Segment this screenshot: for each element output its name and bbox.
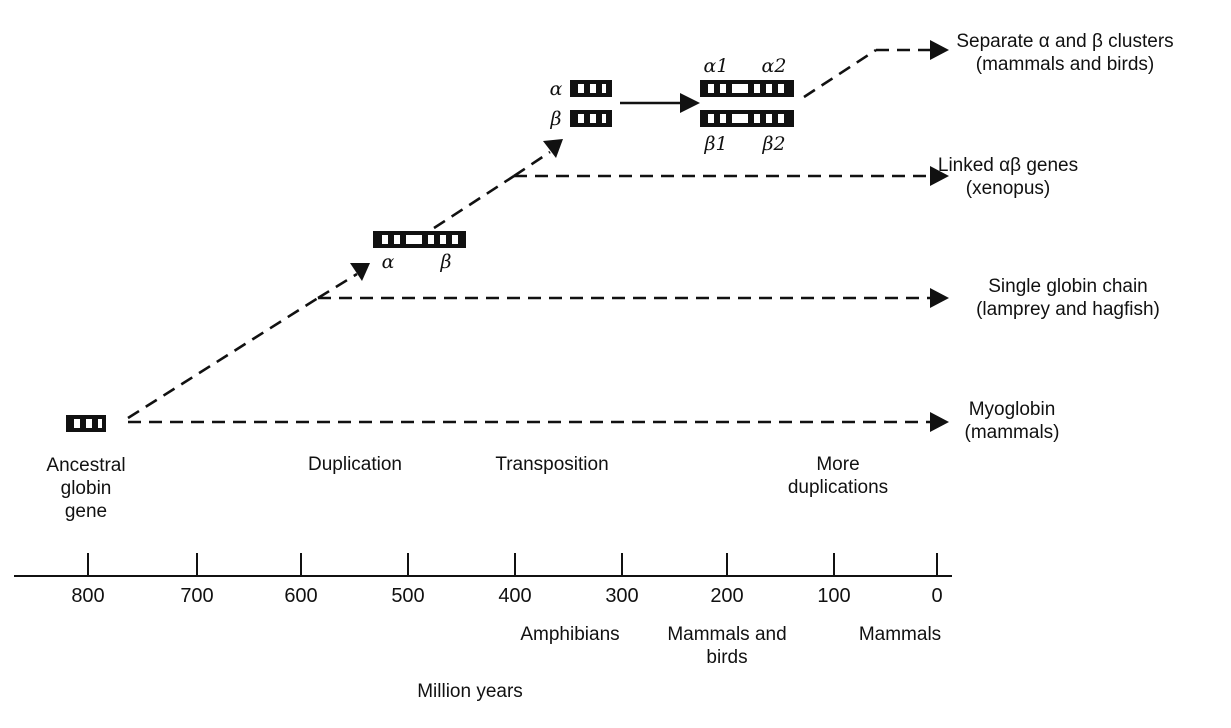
duplicated-gene-symbol	[373, 231, 466, 248]
separate-clusters-label: Separate α and β clusters	[956, 31, 1173, 52]
to-separated-genes-line	[513, 150, 551, 178]
transposition-label: Transposition	[495, 454, 608, 475]
more-duplications-line1: More	[816, 454, 859, 475]
dup-alpha-label: α	[382, 251, 395, 273]
tick-label-800: 800	[71, 585, 104, 607]
time-axis	[14, 553, 952, 577]
linked-genes-arrowhead	[930, 166, 949, 186]
tick-label-300: 300	[605, 585, 638, 607]
mammals-birds-line1: Mammals and	[667, 624, 786, 645]
sep-alpha-label: α	[550, 78, 563, 100]
myoglobin-label: Myoglobin	[969, 399, 1056, 420]
duplication-label: Duplication	[308, 454, 402, 475]
tick-label-700: 700	[180, 585, 213, 607]
linked-genes-sublabel: (xenopus)	[966, 178, 1051, 199]
tick-label-400: 400	[498, 585, 531, 607]
ancestral-label-line3: gene	[65, 501, 107, 522]
mammals-birds-line2: birds	[706, 647, 747, 668]
dup-beta-label: β	[440, 251, 452, 273]
myoglobin-sublabel: (mammals)	[965, 422, 1060, 443]
amphibians-label: Amphibians	[520, 624, 619, 645]
alpha1-label: α1	[704, 55, 729, 77]
more-duplication-arrowhead	[680, 93, 700, 113]
ancestral-to-duplication-line	[127, 296, 319, 420]
linked-genes-label: Linked αβ genes	[938, 155, 1078, 176]
beta1-label: β1	[703, 133, 727, 155]
to-separated-genes-arrowhead	[543, 139, 563, 158]
alpha2-label: α2	[762, 55, 787, 77]
axis-title: Million years	[417, 681, 523, 702]
separate-clusters-arrowhead	[930, 40, 949, 60]
separated-beta-gene-symbol	[570, 110, 612, 127]
tick-label-0: 0	[931, 585, 942, 607]
duplicated-to-transposition-line	[433, 174, 515, 230]
branch-lines	[127, 40, 949, 432]
sep-beta-label: β	[550, 108, 562, 130]
separated-alpha-gene-symbol	[570, 80, 612, 97]
alpha-cluster-symbol	[700, 80, 794, 97]
ancestral-gene-symbol	[66, 415, 106, 432]
tick-label-200: 200	[710, 585, 743, 607]
single-chain-label: Single globin chain	[988, 276, 1148, 297]
separate-clusters-sublabel: (mammals and birds)	[976, 54, 1154, 75]
tick-label-100: 100	[817, 585, 850, 607]
beta-cluster-symbol	[700, 110, 794, 127]
tick-label-500: 500	[391, 585, 424, 607]
myoglobin-arrowhead	[930, 412, 949, 432]
tick-label-600: 600	[284, 585, 317, 607]
beta2-label: β2	[761, 133, 785, 155]
single-chain-arrowhead	[930, 288, 949, 308]
single-chain-sublabel: (lamprey and hagfish)	[976, 299, 1160, 320]
ancestral-label-line1: Ancestral	[46, 455, 125, 476]
more-duplications-line2: duplications	[788, 477, 888, 498]
clusters-to-top-line	[803, 48, 877, 99]
mammals-label: Mammals	[859, 624, 941, 645]
ancestral-label-line2: globin	[61, 478, 112, 499]
to-duplicated-gene-arrowhead	[350, 263, 370, 281]
to-duplicated-gene-line	[317, 272, 358, 300]
